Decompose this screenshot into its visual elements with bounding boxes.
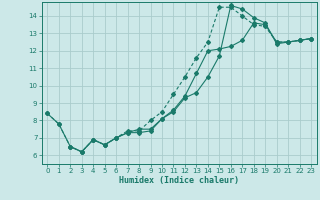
X-axis label: Humidex (Indice chaleur): Humidex (Indice chaleur) [119,176,239,185]
